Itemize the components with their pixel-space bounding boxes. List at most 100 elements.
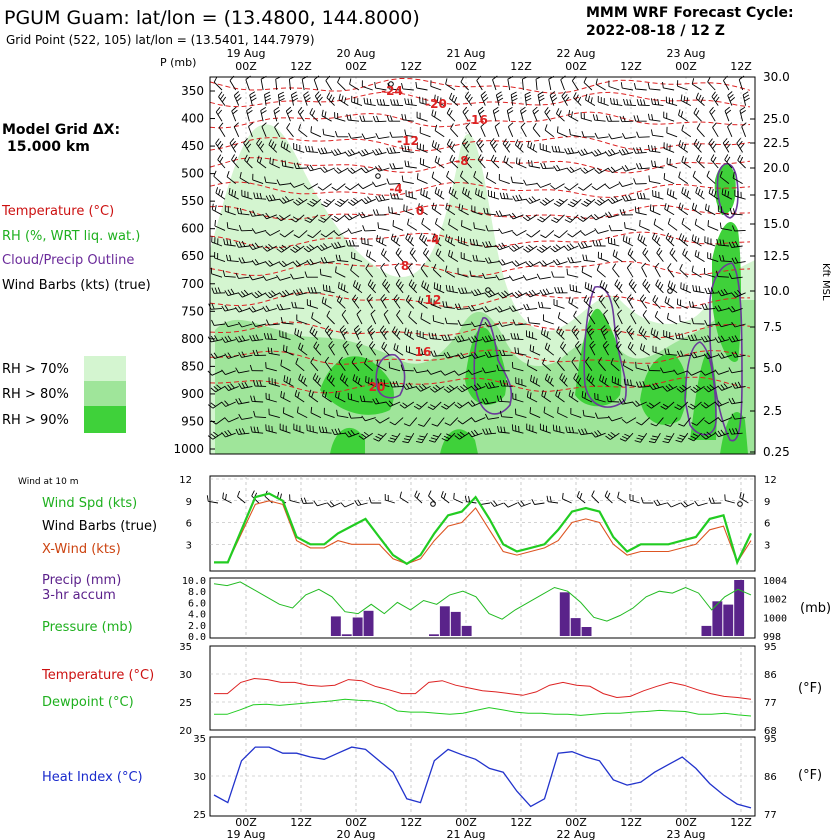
wind-barb [667,217,678,231]
isotherm-label: -8 [455,154,468,168]
wind-barb [465,122,472,138]
wind-barb [432,263,442,278]
wind-barb [654,311,664,325]
top-hour-label: 00Z [565,60,587,73]
wind-barb [528,159,541,169]
wind-barb [608,133,623,140]
surface-wind-barb [617,491,627,504]
wind-barb [428,432,442,443]
wind-barb [701,303,716,310]
wind-barb [621,165,637,172]
wind-barb [667,263,675,278]
wind-barb [568,296,579,309]
wind-barb [415,81,428,91]
wind-barb [714,305,730,312]
wind-barb [434,124,445,138]
wind-barb [553,299,565,309]
rh90-area [575,308,622,407]
wind-barb [280,391,291,403]
isotherm [210,349,751,365]
wind-barb [556,326,565,340]
pressure-tick-label: 500 [181,167,204,181]
wind-barb [571,325,580,340]
wind-barb [293,230,308,239]
top-date-label: 22 Aug [557,47,596,60]
wind-barb [433,282,445,294]
wind-tick-left: 9 [186,497,192,508]
top-hour-label: 00Z [345,60,367,73]
wind-barb [551,214,565,223]
wind-barb [588,309,596,325]
wind-barb [468,305,483,312]
wind-barb [728,273,743,280]
wind-barb [731,413,746,420]
wind-barb [485,225,500,232]
wind-barb [594,412,609,419]
wind-barb [619,115,634,123]
wind-barb [737,154,746,169]
wind-barb [352,374,363,387]
precip-pressure-panel: 0.02.04.06.08.010.0 998 1000 1002 1004 [182,576,787,643]
wind-barb [487,189,500,200]
wind-barb [652,345,664,356]
wind-barb [238,257,253,264]
wind-barb [509,275,524,282]
wind-barb [557,312,568,325]
wind-barb [361,133,376,140]
wind-barb [691,317,705,325]
wind-barb [594,392,606,403]
wind-barb [599,280,609,294]
rh70-swatch [84,356,126,382]
top-date-label: 19 Aug [227,47,266,60]
wind-barb [363,97,376,107]
temperature-tick-f: 68 [764,726,777,737]
wind-barb [647,113,661,122]
wind-barb [211,236,223,247]
wind-barb [633,178,647,185]
wind-tick-left: 12 [179,475,192,486]
wind-barb [551,145,565,153]
wind-barb [586,325,595,340]
wind-tick-right: 9 [764,497,770,508]
wind-barb [663,330,675,341]
wind-barb [714,335,730,343]
wind-barb [361,80,373,91]
precip-bar [439,606,450,636]
wind-barb [235,367,250,374]
wind-barb [554,286,568,294]
wind-barb [566,166,582,174]
wind-barb [337,281,349,294]
wind-barb [626,325,635,340]
wind-barb [421,280,431,294]
wind-barb [268,377,280,387]
heat-index-tick-f: 77 [764,810,777,821]
wind-barb [298,124,308,138]
wind-barb [675,432,689,443]
wind-barb [526,230,541,238]
height-tick-label: 17.5 [763,188,790,202]
wind-barb [633,115,647,122]
wind-barb [597,95,609,107]
wind-barb [293,423,305,434]
wind-barb [427,401,442,410]
wind-barb [540,162,554,170]
wind-barb [390,192,404,200]
surface-wind-barb [414,490,423,504]
wind-barb [666,126,678,138]
wind-barb [496,395,510,403]
wind-barb [694,250,705,262]
wind-barb [344,214,360,221]
wind-barb [691,417,705,426]
wind-barb [361,166,376,174]
wind-barb [387,82,401,91]
bottom-date-axis: 19 Aug 20 Aug 21 Aug 22 Aug 23 Aug [227,828,706,840]
wind-barb [476,138,485,153]
wind-barb [279,260,294,268]
pressure-tick-label: 900 [181,387,204,401]
wind-barb [310,126,322,138]
wind-barb [307,230,322,239]
wind-barb [574,341,582,356]
wind-barb [591,213,606,221]
wind-barb [638,326,648,340]
